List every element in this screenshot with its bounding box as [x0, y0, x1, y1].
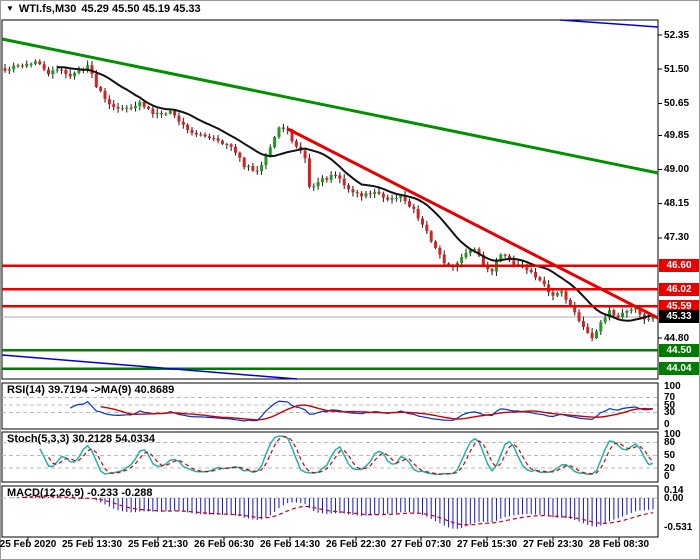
- stoch-axis-label: 0: [664, 471, 670, 482]
- time-tick-label: 28 Feb 08:30: [588, 539, 650, 550]
- symbol-dropdown-icon[interactable]: ▼: [6, 4, 14, 13]
- time-tick-label: 25 Feb 13:30: [61, 539, 123, 550]
- rsi-indicator-label: RSI(14) 39.7194 ->MA(9) 40.8689: [7, 384, 175, 396]
- rsi-axis-label: 70: [664, 391, 676, 403]
- rsi-axis-label: 30: [664, 407, 676, 419]
- price-tick-label: 52.35: [664, 29, 690, 41]
- macd-axis-label: -0.531: [664, 521, 693, 533]
- upper-channel-blue[interactable]: [559, 19, 659, 28]
- chart-titlebar: ▼ WTI.fs,M30 45.29 45.50 45.19 45.33: [6, 3, 201, 15]
- time-tick-label: 25 Feb 2020: [0, 539, 57, 550]
- axis-ticks: [27, 34, 662, 541]
- time-tick-label: 27 Feb 15:30: [456, 539, 518, 550]
- stoch-axis-label: 80: [664, 437, 676, 448]
- time-tick-label: 26 Feb 22:30: [325, 539, 387, 550]
- price-tick-label: 48.15: [664, 198, 690, 210]
- resistance-price-tag: 45.59: [659, 299, 699, 313]
- time-tick-label: 25 Feb 21:30: [127, 539, 189, 550]
- time-tick-label: 26 Feb 14:30: [259, 539, 321, 550]
- ma-line: [57, 66, 654, 322]
- time-tick-label: 27 Feb 07:30: [390, 539, 452, 550]
- macd-axis-label: 0.00: [664, 492, 684, 504]
- support-price-tag: 44.50: [659, 343, 699, 357]
- pane-borders: [1, 19, 659, 538]
- resistance-price-tag: 46.60: [659, 259, 699, 273]
- stoch-axis-label: 100: [664, 428, 681, 440]
- price-tick-label: 44.80: [664, 332, 690, 344]
- support-price-tag: 44.04: [659, 362, 699, 376]
- ohlc-values: 45.29 45.50 45.19 45.33: [81, 3, 201, 15]
- descending-channel-upper-green[interactable]: [1, 37, 659, 175]
- stoch-axis-label: 20: [664, 462, 676, 474]
- trendlines[interactable]: [1, 19, 659, 380]
- chart-symbol-title: WTI.fs,M30: [18, 3, 77, 15]
- rsi-pane[interactable]: [2, 396, 658, 422]
- macd-pane[interactable]: [2, 495, 658, 529]
- current-price-tag: 45.33: [659, 310, 699, 324]
- stochastic-pane[interactable]: [2, 435, 658, 476]
- rsi-axis-label: 0: [664, 418, 670, 430]
- descending-trendline-red[interactable]: [287, 127, 659, 320]
- price-tick-label: 47.30: [664, 232, 690, 244]
- time-tick-label: 27 Feb 23:30: [522, 539, 584, 550]
- time-tick-label: 26 Feb 06:30: [193, 539, 255, 550]
- price-tick-label: 50.65: [664, 97, 690, 109]
- price-tick-label: 49.85: [664, 129, 690, 141]
- candlesticks: [3, 59, 655, 342]
- resistance-price-tag: 46.02: [659, 282, 699, 296]
- stoch-indicator-label: Stoch(5,3,3) 30.2128 54.0334: [7, 433, 155, 445]
- macd-indicator-label: MACD(12,26,9) -0.233 -0.288: [7, 487, 153, 499]
- stoch-axis-label: 50: [664, 449, 676, 461]
- horizontal-levels[interactable]: [2, 264, 658, 370]
- lower-channel-blue[interactable]: [1, 354, 298, 380]
- rsi-axis-label: 50: [664, 399, 676, 411]
- rsi-axis-label: 100: [664, 380, 681, 392]
- price-tick-label: 49.00: [664, 164, 690, 176]
- price-tick-label: 51.50: [664, 63, 690, 75]
- macd-axis-label: 0.14: [664, 484, 684, 496]
